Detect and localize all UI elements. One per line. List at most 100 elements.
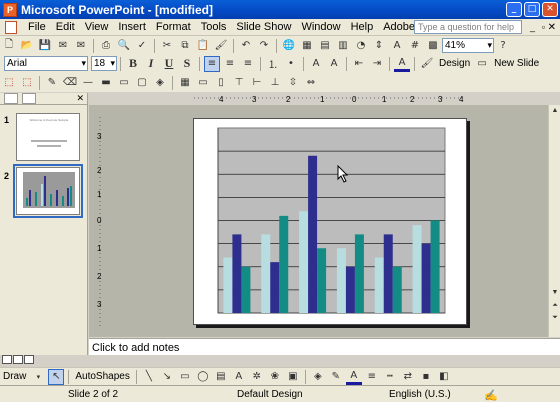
- next-slide-icon[interactable]: ⏷: [552, 314, 558, 321]
- underline-button[interactable]: U: [164, 56, 174, 70]
- open-icon[interactable]: 📂: [20, 40, 34, 51]
- copy-icon[interactable]: ⧉: [181, 40, 189, 51]
- menu-format[interactable]: Format: [155, 21, 191, 33]
- insert-chart-icon[interactable]: ▥: [338, 40, 348, 51]
- shadow-style-icon[interactable]: ▪: [422, 371, 430, 382]
- save-icon[interactable]: 💾: [38, 40, 52, 51]
- 3d-style-icon[interactable]: ◧: [439, 371, 449, 382]
- color-grayscale-icon[interactable]: ▩: [428, 40, 438, 51]
- close-pane-icon[interactable]: ✕: [76, 93, 84, 103]
- menu-file[interactable]: File: [28, 21, 46, 33]
- cut-icon[interactable]: ✂: [162, 40, 172, 51]
- decrease-indent-icon[interactable]: ⇤: [354, 58, 364, 69]
- help-icon[interactable]: ?: [500, 40, 506, 51]
- align-left-icon[interactable]: ≡: [204, 55, 220, 72]
- bold-button[interactable]: B: [128, 56, 137, 70]
- bullets-icon[interactable]: •: [288, 58, 294, 69]
- picture-icon[interactable]: ▣: [288, 371, 298, 382]
- numbering-icon[interactable]: ⒈: [268, 60, 278, 71]
- menu-edit[interactable]: Edit: [55, 21, 75, 33]
- text-box-icon[interactable]: ▤: [216, 371, 226, 382]
- font-size-select[interactable]: 18: [91, 56, 117, 71]
- outline-tab[interactable]: [4, 93, 18, 104]
- menu-view[interactable]: View: [84, 21, 109, 33]
- expand-all-icon[interactable]: ⇕: [374, 40, 384, 51]
- split-cell-icon[interactable]: ▯: [218, 77, 224, 88]
- menu-slide-show[interactable]: Slide Show: [236, 21, 292, 33]
- arrow-style-icon[interactable]: ⇄: [403, 371, 413, 382]
- slide-canvas[interactable]: [193, 118, 467, 325]
- table-icon[interactable]: ▦: [180, 77, 190, 88]
- oval-icon[interactable]: ◯: [197, 371, 209, 382]
- line-color-icon[interactable]: ✎: [331, 371, 341, 382]
- close-button[interactable]: ✕: [542, 2, 558, 17]
- distribute-columns-icon[interactable]: ⇔: [306, 77, 316, 88]
- outside-borders-icon[interactable]: ▢: [137, 77, 147, 88]
- notes-pane[interactable]: Click to add notes: [89, 338, 560, 355]
- powerpoint-app-icon[interactable]: P: [3, 2, 17, 17]
- doc-restore-icon[interactable]: ▫: [541, 22, 545, 32]
- font-select[interactable]: Arial: [4, 56, 88, 71]
- diagram-icon[interactable]: ✲: [252, 371, 262, 382]
- zoom-select[interactable]: 41%: [442, 38, 494, 53]
- font-color-icon[interactable]: A: [394, 56, 410, 72]
- arrow-icon[interactable]: ↘: [162, 371, 172, 382]
- insert-table-icon[interactable]: ▤: [320, 40, 330, 51]
- clip-art-icon[interactable]: ❀: [270, 371, 280, 382]
- merge-cells-icon[interactable]: ▭: [198, 77, 208, 88]
- scroll-up-icon[interactable]: ▲: [551, 107, 559, 114]
- slide-thumbnail-1[interactable]: Welcome to Keynote Sample: [16, 113, 80, 161]
- undo-icon[interactable]: ↶: [241, 40, 251, 51]
- increase-font-icon[interactable]: A: [312, 58, 320, 69]
- italic-button[interactable]: I: [148, 56, 154, 70]
- format-painter-icon[interactable]: 🖌: [214, 40, 228, 51]
- border-style-icon[interactable]: —: [83, 77, 93, 88]
- design-button[interactable]: Design: [439, 58, 471, 69]
- increase-indent-icon[interactable]: ⇥: [372, 58, 382, 69]
- line-style-icon[interactable]: ≡: [367, 371, 377, 382]
- border-width-icon[interactable]: ▬: [101, 77, 111, 88]
- draw-menu-button[interactable]: Draw: [3, 371, 27, 382]
- autoshapes-button[interactable]: AutoShapes: [75, 371, 130, 382]
- insert-hyperlink-icon[interactable]: 🌐: [282, 40, 296, 51]
- slide-show-icon[interactable]: [24, 355, 34, 364]
- doc-close-icon[interactable]: ✕: [547, 22, 556, 33]
- shadow-button[interactable]: S: [183, 56, 191, 70]
- align-bottom-icon[interactable]: ⊥: [270, 77, 280, 88]
- align-right-icon[interactable]: ≡: [243, 58, 253, 69]
- distribute-rows-icon[interactable]: ⇳: [288, 77, 298, 88]
- center-vertically-icon[interactable]: ⊢: [252, 77, 262, 88]
- help-search-input[interactable]: Type a question for help: [414, 20, 522, 34]
- show-grid-icon[interactable]: #: [410, 40, 420, 51]
- dash-style-icon[interactable]: ┅: [386, 371, 393, 382]
- fill-color-icon[interactable]: ◈: [156, 77, 164, 88]
- slide-sorter-view-icon[interactable]: [13, 355, 23, 364]
- menu-help[interactable]: Help: [350, 21, 374, 33]
- eraser-icon[interactable]: ⌫: [62, 77, 78, 88]
- line-icon[interactable]: ╲: [145, 371, 152, 382]
- spelling-icon[interactable]: ✓: [137, 40, 147, 51]
- align-center-icon[interactable]: ≡: [225, 58, 235, 69]
- slide-thumbnail-2[interactable]: [13, 164, 83, 218]
- redo-icon[interactable]: ↷: [259, 40, 269, 51]
- new-icon[interactable]: 🗋: [4, 39, 14, 50]
- print-icon[interactable]: ⎙: [102, 40, 110, 51]
- align-top-icon[interactable]: ⊤: [234, 77, 244, 88]
- slides-tab[interactable]: [22, 93, 36, 104]
- draw-dropdown-icon[interactable]: ▾: [36, 372, 41, 381]
- border-color-icon[interactable]: ▭: [119, 77, 129, 88]
- document-icon[interactable]: [5, 20, 17, 34]
- doc-minimize-icon[interactable]: _: [529, 22, 535, 32]
- maximize-button[interactable]: □: [524, 2, 540, 17]
- scroll-down-icon[interactable]: ▼: [551, 289, 559, 296]
- show-formatting-icon[interactable]: A: [393, 40, 401, 51]
- print-preview-icon[interactable]: 🔍: [117, 40, 131, 51]
- previous-slide-icon[interactable]: ⏶: [552, 302, 558, 309]
- new-slide-button[interactable]: New Slide: [494, 58, 540, 69]
- vertical-scrollbar[interactable]: ▲ ▼ ⏶ ⏷: [548, 105, 560, 337]
- menu-window[interactable]: Window: [301, 21, 341, 33]
- decrease-font-icon[interactable]: A: [330, 58, 338, 69]
- adobe-pdf-icon[interactable]: ⬚: [4, 77, 14, 88]
- insert-diagram-icon[interactable]: ◔: [356, 40, 366, 51]
- draw-table-icon[interactable]: ✎: [47, 77, 57, 88]
